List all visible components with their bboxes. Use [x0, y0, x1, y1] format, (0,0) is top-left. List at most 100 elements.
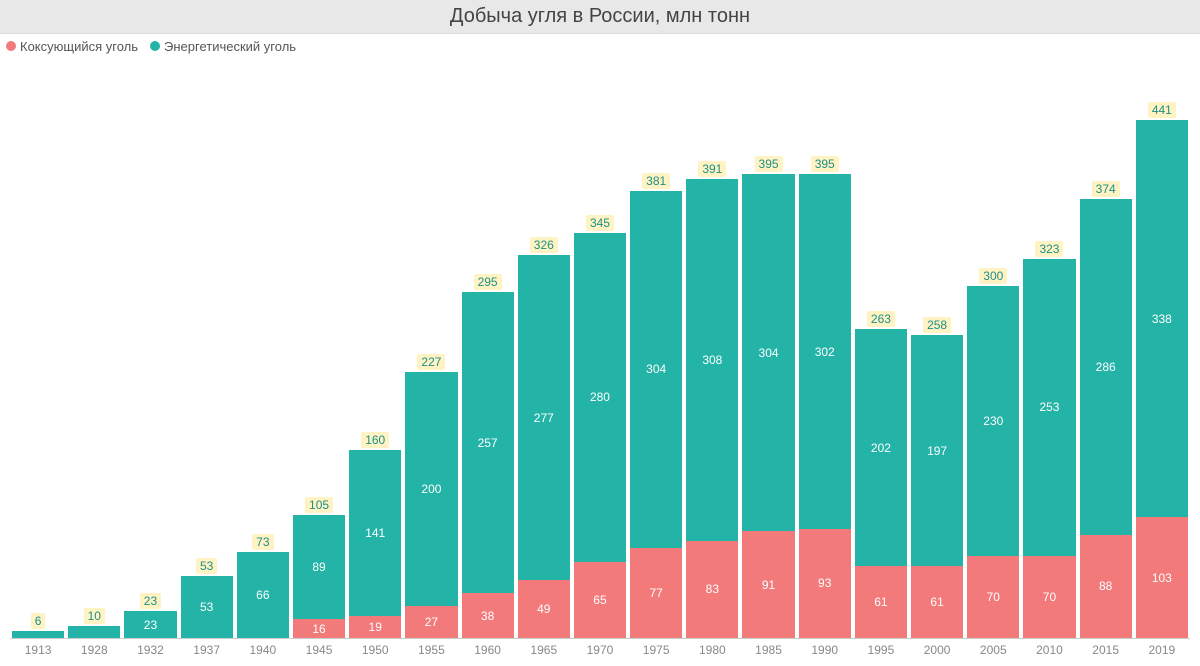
- bar-column: 263 20261: [855, 58, 907, 638]
- x-tick: 1990: [799, 643, 851, 657]
- x-tick: 1932: [124, 643, 176, 657]
- chart-area: 6102323535373661058916160141192272002729…: [0, 58, 1200, 666]
- x-tick: 1913: [12, 643, 64, 657]
- x-tick: 1985: [742, 643, 794, 657]
- total-label: 395: [811, 156, 839, 172]
- bar-stack: [68, 626, 120, 638]
- x-tick: 2015: [1080, 643, 1132, 657]
- bar-stack: 23070: [967, 286, 1019, 638]
- bar-stack: 27749: [518, 255, 570, 638]
- bar-column: 32325370: [1023, 58, 1075, 638]
- bar-column: 295 25738: [462, 58, 514, 638]
- bar-column: 2323: [124, 58, 176, 638]
- segment-coking: 16: [293, 619, 345, 638]
- x-tick: 1928: [68, 643, 120, 657]
- x-tick: 1937: [181, 643, 233, 657]
- segment-coking: 49: [518, 580, 570, 638]
- bar-stack: 28688: [1080, 199, 1132, 638]
- chart-title-bar: Добыча угля в России, млн тонн: [0, 0, 1200, 34]
- total-label: 326: [530, 237, 558, 253]
- bar-stack: 30491: [742, 174, 794, 638]
- x-tick: 1965: [518, 643, 570, 657]
- total-label: 258: [923, 317, 951, 333]
- segment-coking: 93: [799, 529, 851, 638]
- total-label: 323: [1035, 241, 1063, 257]
- segment-coking: 103: [1136, 517, 1188, 638]
- segment-coking: 70: [967, 556, 1019, 638]
- segment-energetic: 304: [630, 191, 682, 548]
- segment-energetic: 23: [124, 611, 176, 638]
- x-tick: 2019: [1136, 643, 1188, 657]
- segment-energetic: 66: [237, 552, 289, 638]
- bar-column: 105 8916: [293, 58, 345, 638]
- bar-column: 391 30883: [686, 58, 738, 638]
- segment-coking: 77: [630, 548, 682, 638]
- legend-swatch-energetic: [150, 41, 160, 51]
- bar-stack: 30293: [799, 174, 851, 638]
- segment-energetic: 257: [462, 292, 514, 594]
- total-label: 105: [305, 497, 333, 513]
- segment-energetic: 277: [518, 255, 570, 580]
- legend-label-energetic: Энергетический уголь: [164, 39, 296, 54]
- bar-column: 10: [68, 58, 120, 638]
- total-label: 263: [867, 311, 895, 327]
- bar-stack: 19761: [911, 335, 963, 638]
- bar-column: 22720027: [405, 58, 457, 638]
- segment-coking: 91: [742, 531, 794, 638]
- segment-energetic: 141: [349, 450, 401, 616]
- x-tick: 1970: [574, 643, 626, 657]
- bar-stack: 53: [181, 576, 233, 638]
- legend-item-coking: Коксующийся уголь: [6, 39, 138, 54]
- bar-stack: 25738: [462, 292, 514, 638]
- total-label: 10: [84, 608, 105, 624]
- bar-column: 38130477: [630, 58, 682, 638]
- x-axis: 1913192819321937194019451950195519601965…: [10, 638, 1190, 657]
- segment-energetic: [68, 626, 120, 638]
- segment-coking: 61: [855, 566, 907, 638]
- bar-column: 300 23070: [967, 58, 1019, 638]
- legend-item-energetic: Энергетический уголь: [150, 39, 296, 54]
- x-tick: 1950: [349, 643, 401, 657]
- segment-coking: 27: [405, 606, 457, 638]
- bar-column: 37428688: [1080, 58, 1132, 638]
- total-label: 395: [755, 156, 783, 172]
- bar-stack: 23: [124, 611, 176, 638]
- total-label: 295: [474, 274, 502, 290]
- total-label: 73: [252, 534, 273, 550]
- bar-stack: 14119: [349, 450, 401, 638]
- segment-energetic: 302: [799, 174, 851, 529]
- segment-coking: 88: [1080, 535, 1132, 638]
- legend-swatch-coking: [6, 41, 16, 51]
- bar-stack: 28065: [574, 233, 626, 638]
- bar-column: 34528065: [574, 58, 626, 638]
- bar-column: 6: [12, 58, 64, 638]
- bar-column: 441 338103: [1136, 58, 1188, 638]
- segment-coking: 83: [686, 541, 738, 638]
- x-tick: 2000: [911, 643, 963, 657]
- legend: Коксующийся уголь Энергетический уголь: [0, 34, 1200, 58]
- segment-energetic: 89: [293, 515, 345, 619]
- segment-energetic: 202: [855, 329, 907, 566]
- x-tick: 2010: [1023, 643, 1075, 657]
- total-label: 23: [140, 593, 161, 609]
- chart-title: Добыча угля в России, млн тонн: [450, 5, 750, 27]
- total-label: 227: [417, 354, 445, 370]
- total-label: 441: [1148, 102, 1176, 118]
- total-label: 300: [979, 268, 1007, 284]
- segment-energetic: 338: [1136, 120, 1188, 517]
- bar-column: 160 14119: [349, 58, 401, 638]
- bar-stack: 20261: [855, 329, 907, 638]
- segment-coking: 38: [462, 593, 514, 638]
- total-label: 160: [361, 432, 389, 448]
- x-tick: 2005: [967, 643, 1019, 657]
- total-label: 391: [698, 161, 726, 177]
- segment-energetic: 308: [686, 179, 738, 541]
- bar-column: 326 27749: [518, 58, 570, 638]
- segment-energetic: [12, 631, 64, 638]
- segment-energetic: 197: [911, 335, 963, 566]
- bar-stack: 30477: [630, 191, 682, 638]
- segment-coking: 65: [574, 562, 626, 638]
- bar-stack: 8916: [293, 515, 345, 638]
- bar-column: 5353: [181, 58, 233, 638]
- total-label: 53: [196, 558, 217, 574]
